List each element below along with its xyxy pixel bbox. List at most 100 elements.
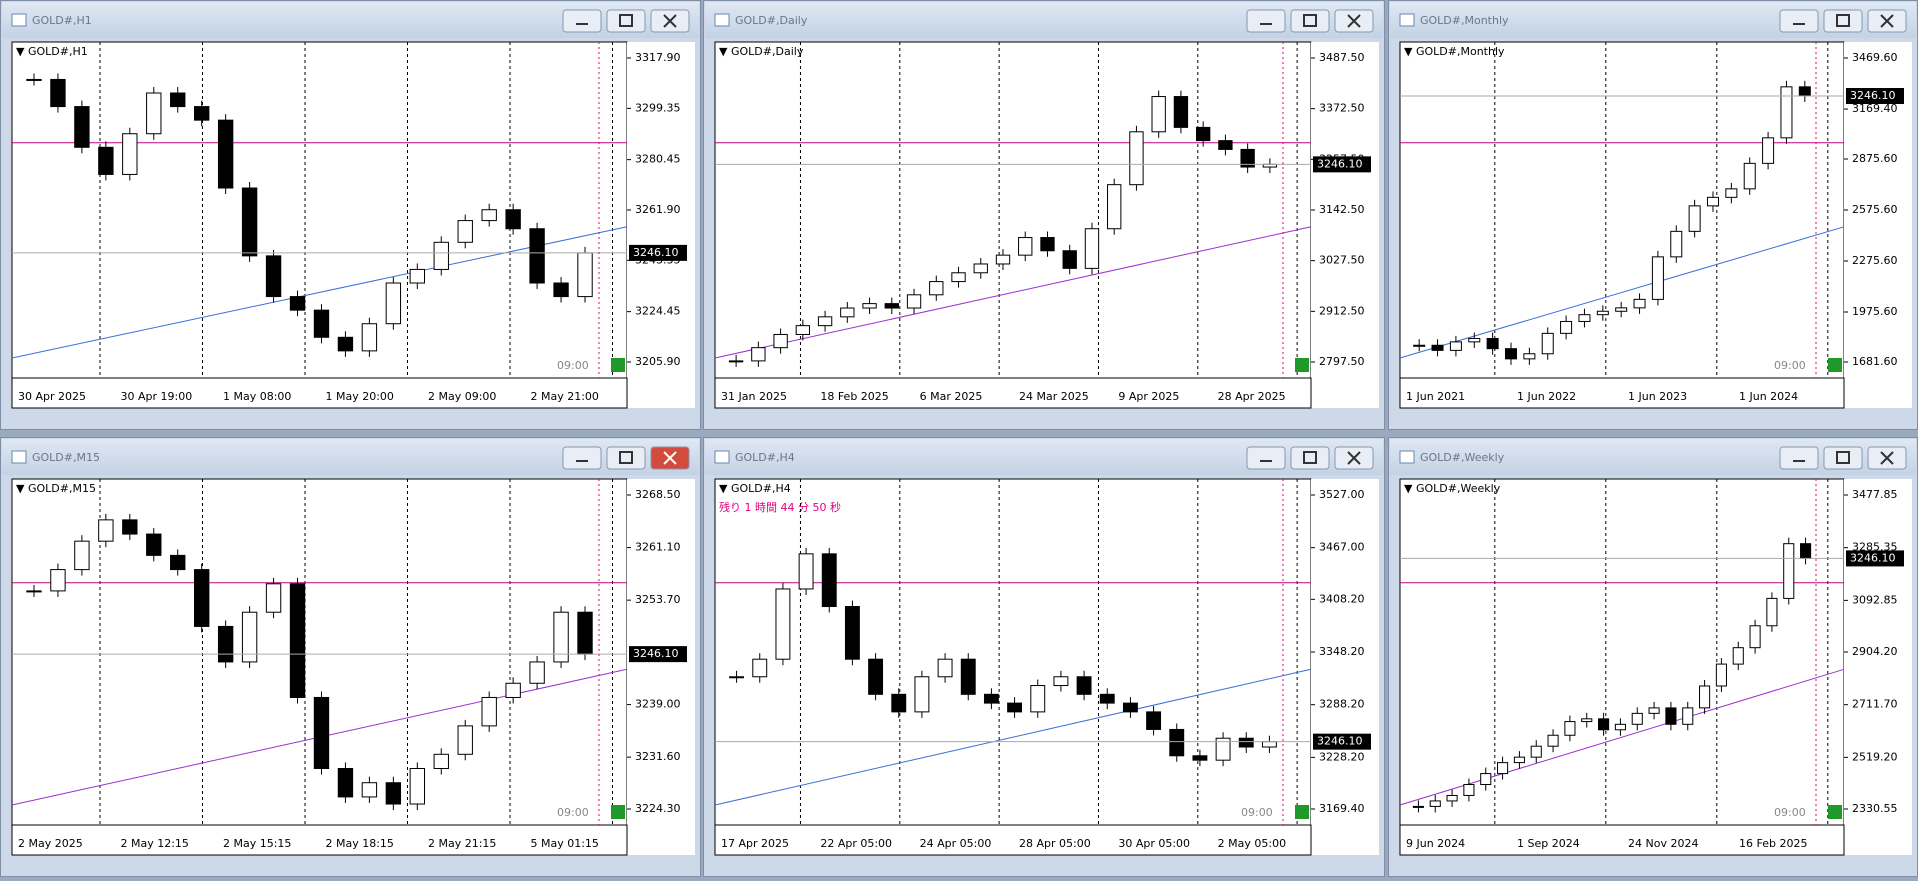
window-min-button[interactable] (1246, 9, 1286, 33)
price-tick-label: 3280.45 (635, 153, 681, 166)
time-label: 2 May 21:15 (428, 837, 496, 850)
price-tick-label: 3348.20 (1319, 645, 1365, 658)
candle-body (1486, 337, 1499, 350)
price-axis (1311, 479, 1379, 855)
candle-body (868, 658, 884, 695)
candle-body (553, 282, 569, 298)
candle-body (1449, 341, 1462, 351)
price-tick-label: 3239.00 (635, 698, 681, 711)
candle-body (170, 554, 186, 571)
icon (663, 14, 677, 28)
candle-body (337, 768, 354, 798)
time-label: 16 Feb 2025 (1739, 837, 1807, 850)
price-tick-label: 3231.60 (635, 750, 681, 763)
window-title: GOLD#,M15 (32, 451, 100, 464)
window-icon (714, 450, 730, 464)
plot-area (1399, 478, 1845, 826)
time-label: 2 May 2025 (18, 837, 83, 850)
candle-body (1633, 298, 1646, 309)
candle-body (1215, 737, 1231, 761)
price-tick-label: 3527.00 (1319, 488, 1365, 501)
candle-body (1412, 805, 1424, 808)
window-icon (714, 13, 730, 27)
candle-body (973, 263, 988, 274)
candle-body (1631, 712, 1643, 725)
candle-body (1007, 702, 1023, 713)
window-max-button[interactable] (606, 446, 646, 470)
price-tick-label: 3372.50 (1319, 102, 1365, 115)
time-label: 1 May 08:00 (223, 390, 291, 403)
candle-body (1715, 663, 1727, 687)
time-label: 9 Apr 2025 (1118, 390, 1179, 403)
candle-body (98, 519, 114, 542)
candle-body (1107, 184, 1122, 230)
symbol-arrow: ▼ (1404, 45, 1413, 58)
window-title: GOLD#,Daily (735, 14, 808, 27)
time-label: 2 May 15:15 (223, 837, 291, 850)
price-tick-label: 3205.90 (635, 355, 681, 368)
price-tick-label: 3261.90 (635, 203, 681, 216)
candle-body (1762, 137, 1775, 164)
price-tick-label: 2711.70 (1852, 698, 1898, 711)
window-min-button[interactable] (1779, 446, 1819, 470)
candle-body (194, 569, 210, 627)
candle-body (817, 316, 833, 327)
chart-window: GOLD#,M15▼ GOLD#,M15 3268.503261.103253.70… (0, 437, 701, 877)
window-min-button[interactable] (562, 9, 602, 33)
candle-body (775, 588, 791, 660)
candle-body (751, 347, 766, 362)
price-axis (627, 479, 695, 855)
candle-body (1030, 685, 1046, 713)
candle-body (1429, 800, 1441, 807)
countdown-note: 残り 1 時間 44 分 50 秒 (719, 500, 841, 514)
price-tick-label: 1975.60 (1852, 305, 1898, 318)
price-tick-label: 2797.50 (1319, 355, 1365, 368)
window-max-button[interactable] (1290, 446, 1330, 470)
window-min-button[interactable] (1779, 9, 1819, 33)
candle-body (170, 92, 186, 108)
candle-body (26, 78, 42, 81)
countdown: 09:00 (557, 359, 589, 372)
candle-body (728, 360, 744, 363)
candle-body (891, 693, 907, 713)
window-min-button[interactable] (1246, 446, 1286, 470)
plot-area (1399, 41, 1845, 379)
window-max-button[interactable] (606, 9, 646, 33)
price-tick-label: 3169.40 (1319, 802, 1365, 815)
price-axis (1311, 42, 1379, 408)
icon (1347, 14, 1361, 28)
window-icon (11, 13, 27, 27)
candle-body (1122, 702, 1138, 713)
price-tick-label: 3477.85 (1852, 488, 1898, 501)
price-label: 3246.10 (633, 647, 679, 660)
price-axis (1844, 479, 1912, 855)
candle-body (1431, 344, 1444, 351)
window-title: GOLD#,H1 (32, 14, 92, 27)
time-label: 18 Feb 2025 (820, 390, 888, 403)
candle-body (1151, 96, 1166, 133)
price-tick-label: 2575.60 (1852, 203, 1898, 216)
candle-body (289, 296, 306, 311)
icon (1303, 14, 1317, 27)
window-max-button[interactable] (1823, 446, 1863, 470)
candle-body (752, 658, 768, 678)
candle-body (313, 696, 330, 770)
window-min-button[interactable] (562, 446, 602, 470)
price-tick-label: 2519.20 (1852, 750, 1898, 763)
candle-body (1749, 625, 1761, 649)
candle-body (1261, 741, 1277, 748)
candle-body (1446, 794, 1458, 802)
time-label: 28 Apr 05:00 (1019, 837, 1091, 850)
window-title: GOLD#,H4 (735, 451, 795, 464)
candle-body (26, 590, 42, 593)
symbol-arrow: ▼ (16, 45, 25, 58)
window-max-button[interactable] (1290, 9, 1330, 33)
price-badge (629, 646, 687, 663)
time-label: 1 Jun 2022 (1517, 390, 1576, 403)
status-box (611, 805, 625, 819)
symbol-label: GOLD#,H4 (731, 482, 791, 495)
window-max-button[interactable] (1823, 9, 1863, 33)
price-tick-label: 2875.60 (1852, 152, 1898, 165)
candle-body (1053, 676, 1069, 687)
